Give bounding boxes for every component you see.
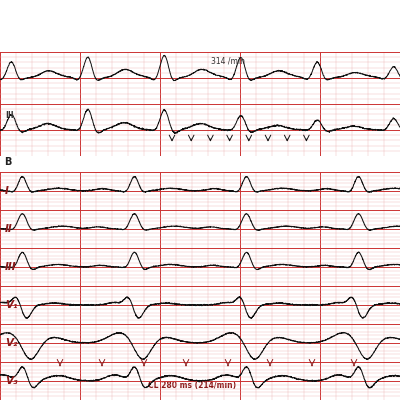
Text: I: I <box>5 186 9 196</box>
Text: 314 /min: 314 /min <box>211 57 245 66</box>
Text: V₂: V₂ <box>5 338 17 348</box>
Text: II: II <box>5 224 12 234</box>
Text: B: B <box>4 157 11 167</box>
Text: III: III <box>5 111 14 120</box>
Text: III: III <box>5 262 16 272</box>
Text: V₃: V₃ <box>5 376 17 386</box>
Text: CL 280 ms (214/min): CL 280 ms (214/min) <box>148 381 236 390</box>
Text: V₁: V₁ <box>5 300 17 310</box>
